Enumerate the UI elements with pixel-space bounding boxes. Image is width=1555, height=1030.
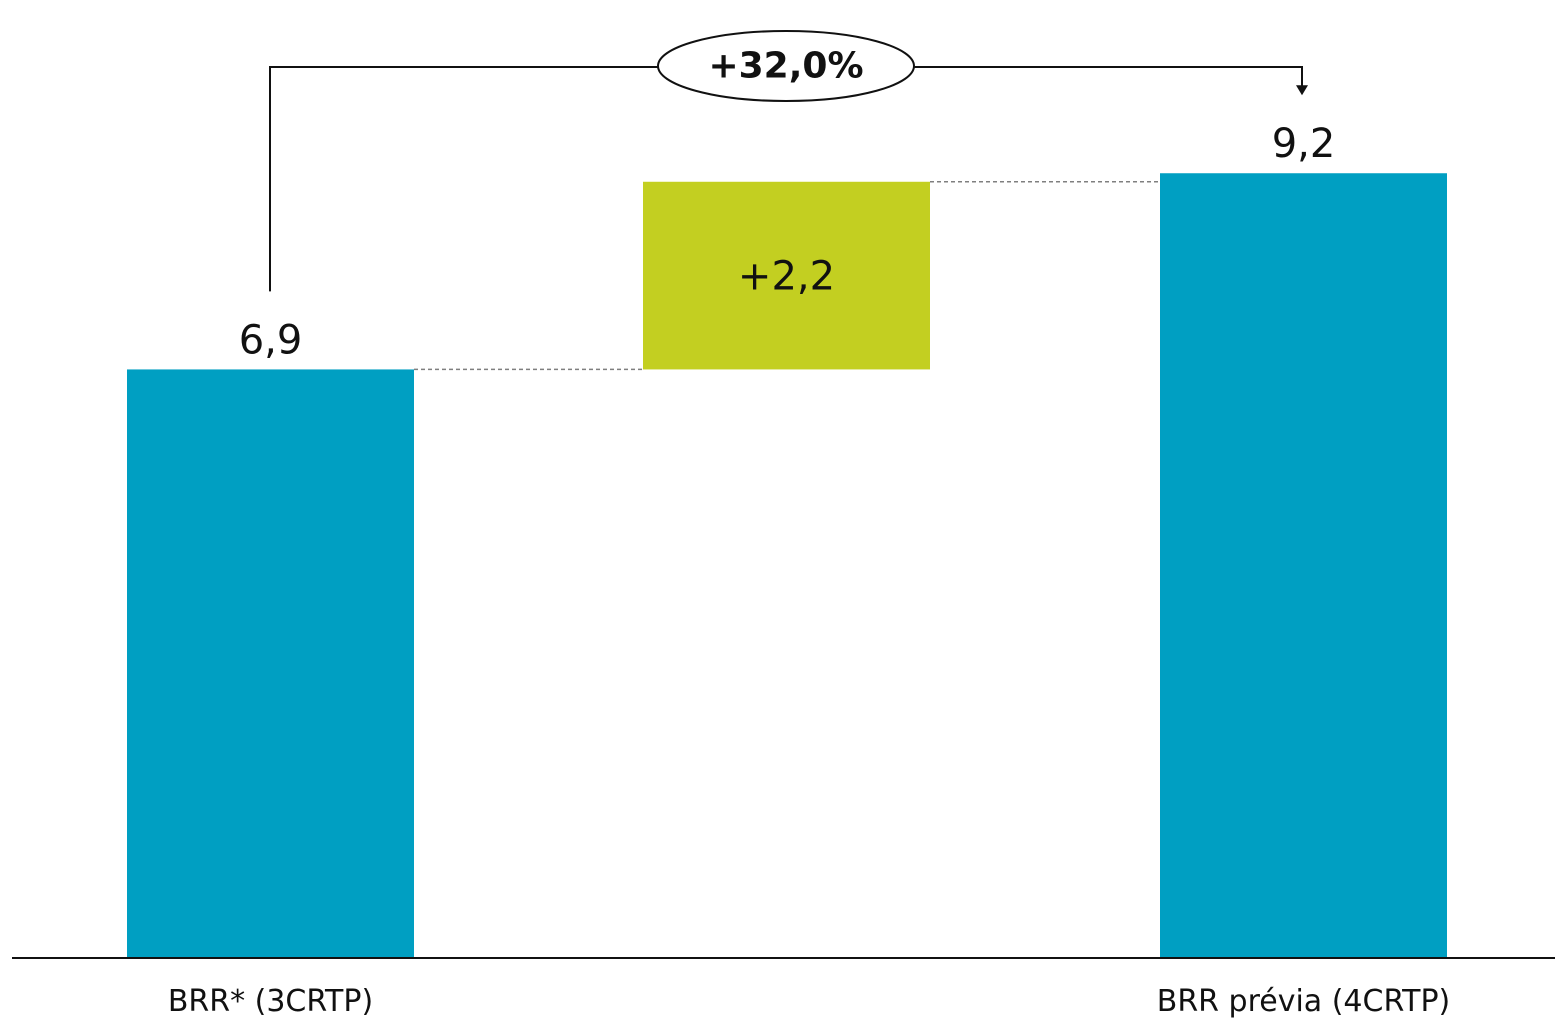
bar-1	[127, 369, 414, 958]
category-label-1: BRR* (3CRTP)	[168, 984, 373, 1019]
bars	[127, 173, 1447, 959]
value-label-2: +2,2	[738, 254, 835, 300]
connector-lines	[414, 181, 1160, 371]
value-labels: 6,9 +2,2 9,2	[239, 121, 1336, 363]
bar-2	[643, 181, 930, 370]
value-label-3: 9,2	[1272, 121, 1336, 167]
growth-annotation: +32,0%	[269, 30, 1308, 292]
bar-3	[1160, 173, 1447, 959]
growth-arrow-icon	[1296, 85, 1308, 96]
category-label-3: BRR prévia (4CRTP)	[1157, 984, 1451, 1019]
growth-percentage: +32,0%	[708, 46, 863, 87]
value-label-1: 6,9	[239, 317, 303, 363]
growth-badge	[657, 30, 915, 102]
category-labels: BRR* (3CRTP) BRR prévia (4CRTP)	[168, 984, 1450, 1019]
